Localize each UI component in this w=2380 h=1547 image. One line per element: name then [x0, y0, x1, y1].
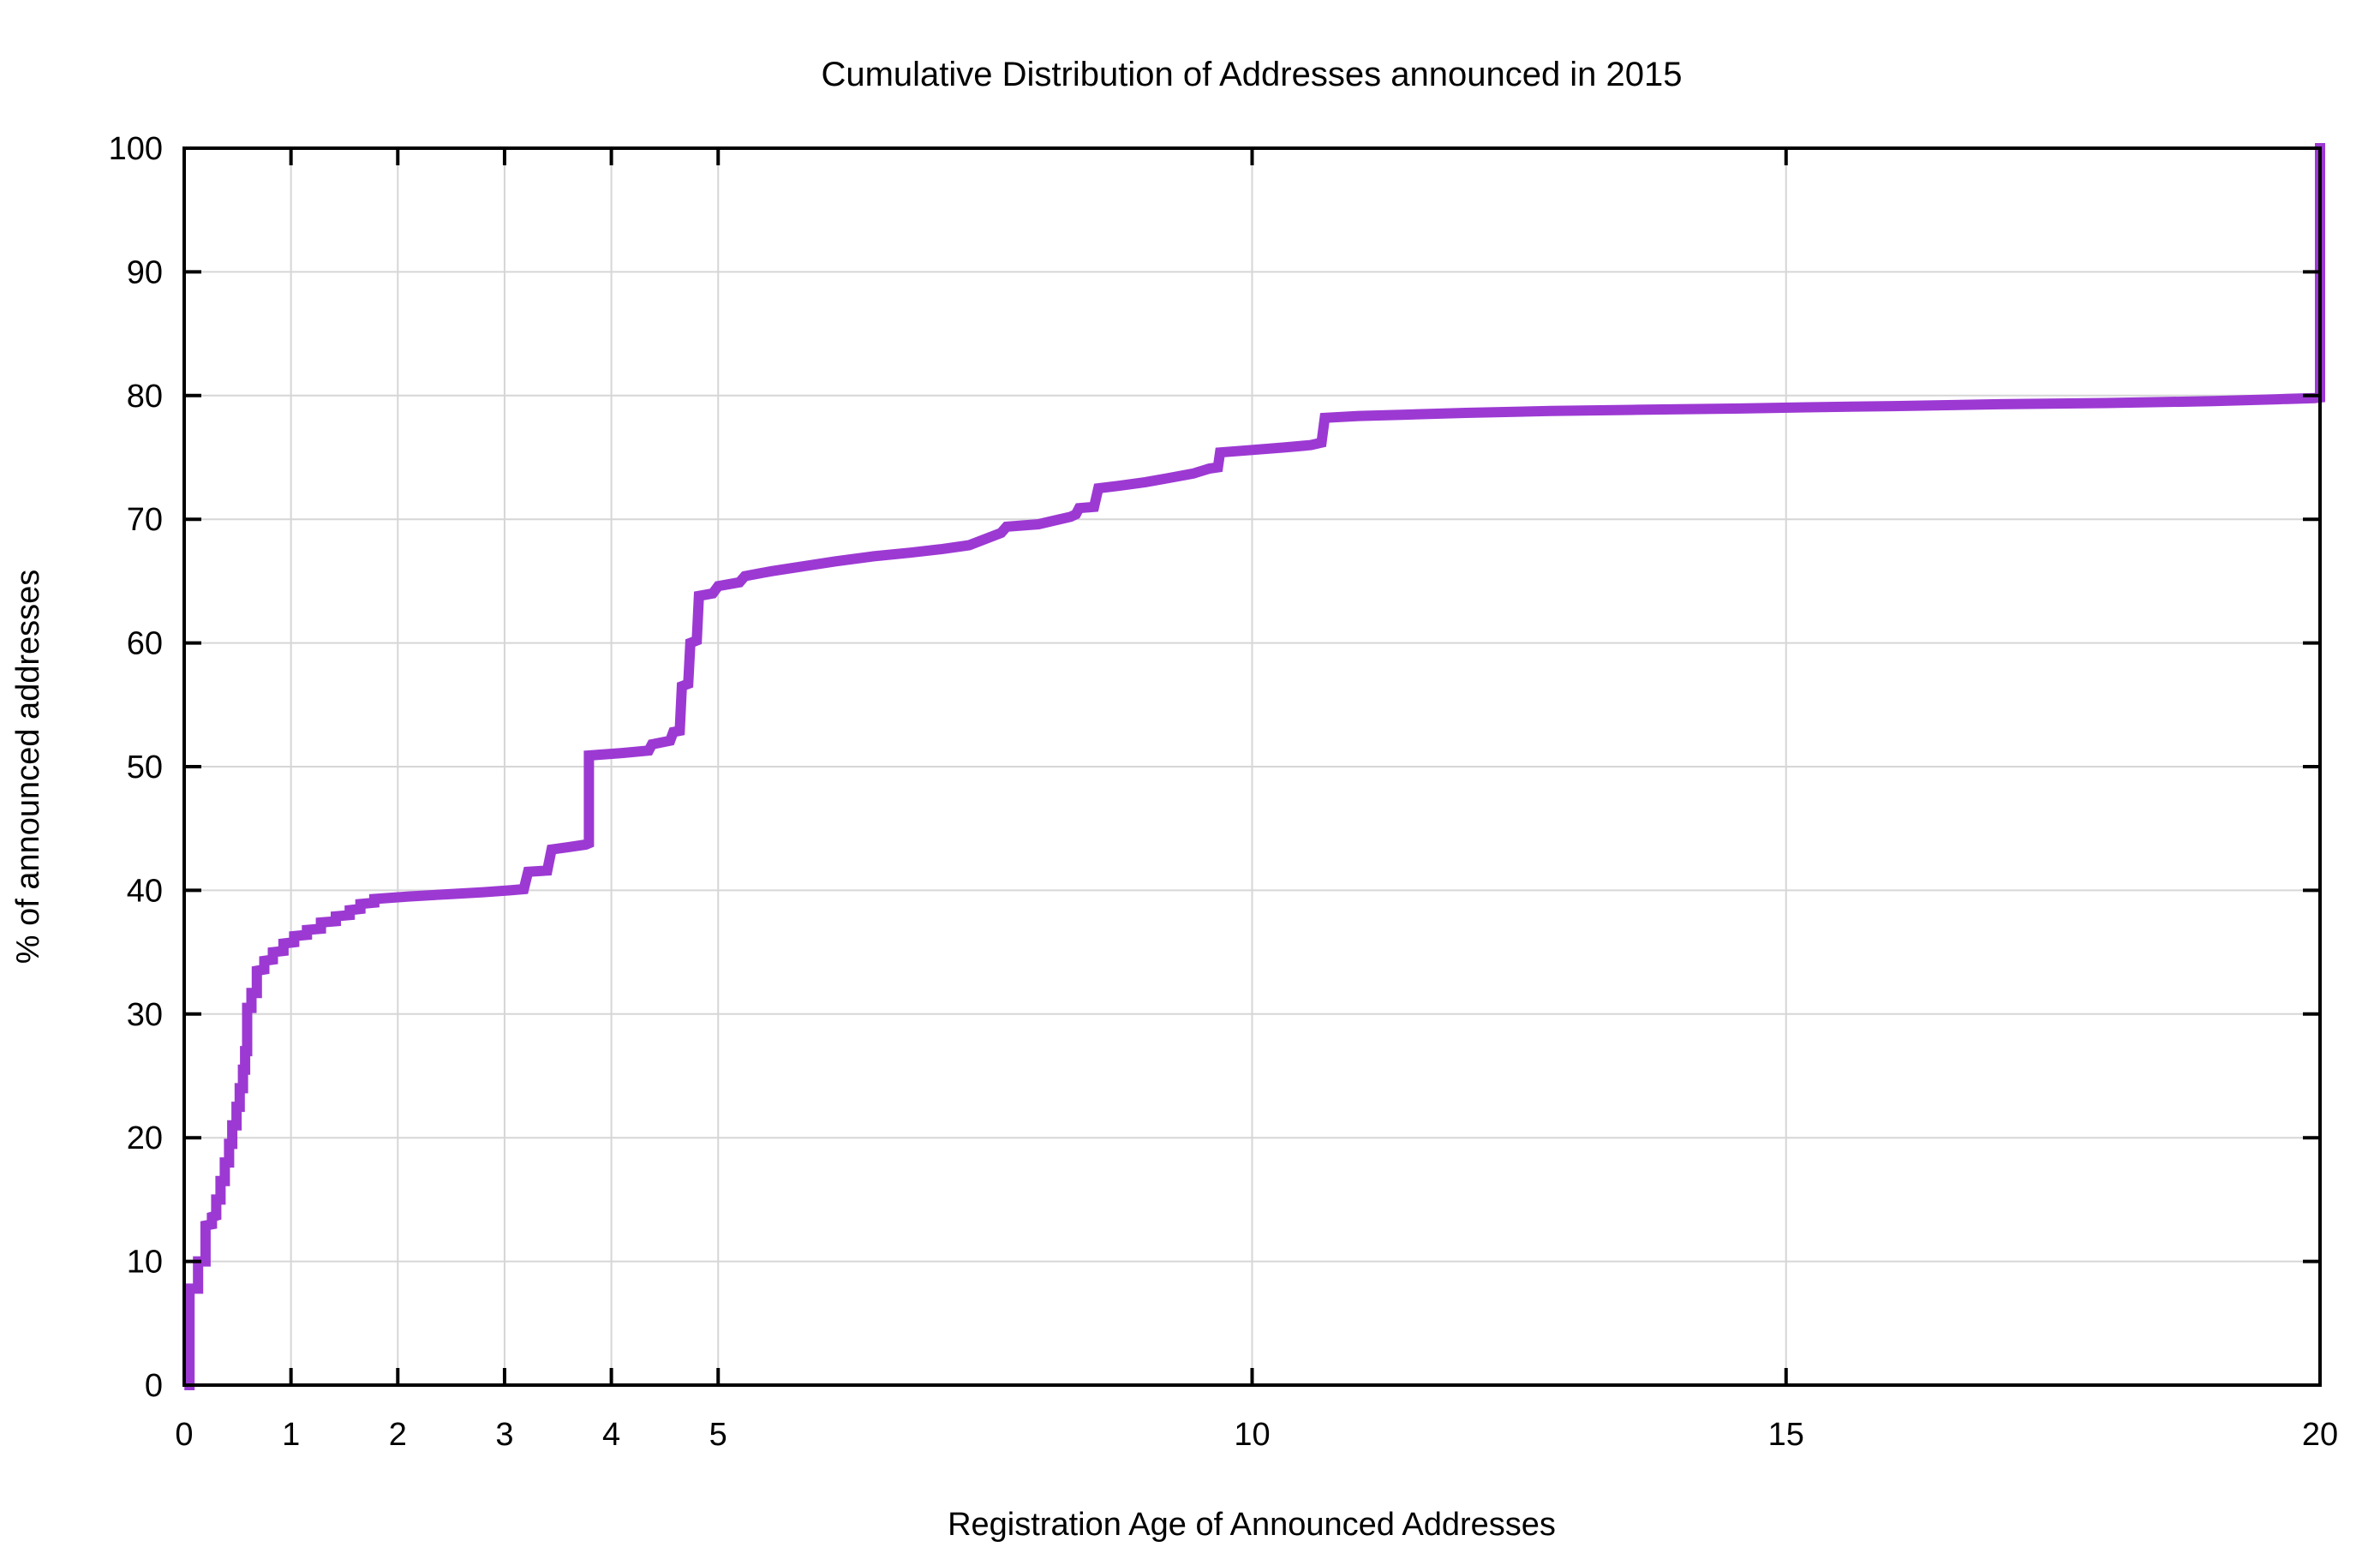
x-tick-label: 1 [282, 1417, 300, 1453]
x-tick-label: 10 [1234, 1417, 1270, 1453]
y-tick-label: 50 [127, 750, 163, 785]
frame-layer [182, 146, 2322, 1387]
y-tick-label: 10 [127, 1245, 163, 1281]
curve-layer [184, 143, 2325, 1390]
y-tick-label: 70 [127, 502, 163, 538]
x-tick-label: 20 [2302, 1417, 2338, 1453]
plot-frame [182, 146, 2322, 1387]
y-tick-label: 100 [109, 131, 163, 167]
y-tick-label: 30 [127, 997, 163, 1033]
grid-layer [183, 147, 2321, 1386]
y-tick-label: 80 [127, 379, 163, 415]
cdf-curve [184, 143, 2325, 1390]
y-axis-title: % of announced addresses [10, 570, 46, 965]
y-tick-label: 90 [127, 254, 163, 290]
x-tick-label: 0 [175, 1417, 193, 1453]
tick-label-layer: 0 1 2 3 4 5 10 15 20 0 10 20 30 40 50 60 70 80 90 100 [109, 131, 2339, 1453]
x-tick-label: 2 [389, 1417, 407, 1453]
x-axis-title: Registration Age of Announced Addresses [948, 1507, 1556, 1543]
y-tick-label: 60 [127, 626, 163, 662]
x-tick-label: 5 [709, 1417, 727, 1453]
x-tick-label: 15 [1768, 1417, 1804, 1453]
y-tick-label: 40 [127, 873, 163, 909]
chart-title: Cumulative Distribution of Addresses ann… [821, 56, 1682, 93]
y-tick-label: 20 [127, 1120, 163, 1156]
x-tick-label: 3 [495, 1417, 513, 1453]
y-tick-label: 0 [145, 1368, 163, 1404]
x-tick-label: 4 [602, 1417, 620, 1453]
